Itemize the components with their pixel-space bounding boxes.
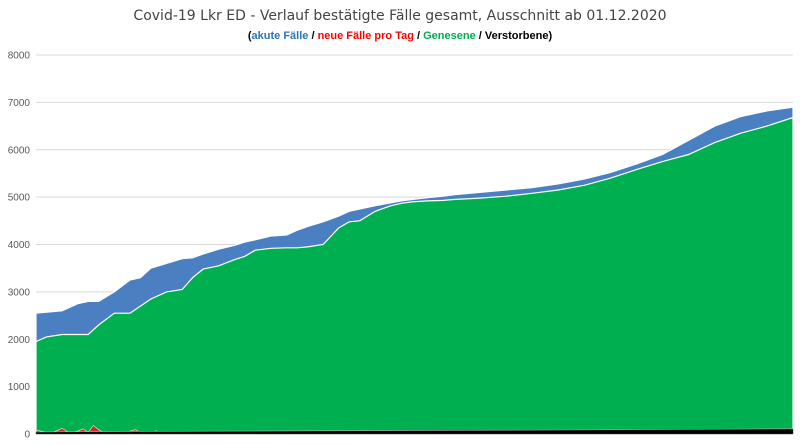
y-tick-label-7: 7000: [8, 98, 31, 109]
chart-title: Covid-19 Lkr ED - Verlauf bestätigte Fäl…: [133, 8, 666, 24]
y-tick-label-5: 5000: [8, 193, 31, 204]
legend-verstorbene: Verstorbene: [485, 30, 549, 42]
chart-legend: (akute Fälle / neue Fälle pro Tag / Gene…: [248, 30, 553, 42]
y-tick-label-0: 0: [24, 430, 30, 441]
series-genesene-area: [35, 116, 794, 435]
legend-sep-1: /: [308, 30, 317, 42]
legend-akute: akute Fälle: [252, 30, 309, 42]
legend-sep-2: /: [414, 30, 423, 42]
legend-sep-3: /: [476, 30, 485, 42]
y-tick-label-2: 2000: [8, 335, 31, 346]
y-tick-label-1: 1000: [8, 382, 31, 393]
y-tick-label-3: 3000: [8, 287, 31, 298]
y-tick-label-8: 8000: [8, 51, 31, 62]
legend-open: (: [248, 30, 252, 42]
legend-close: ): [548, 30, 552, 42]
y-tick-label-4: 4000: [8, 240, 31, 251]
series-verstorbene-line: [35, 428, 794, 433]
y-axis: 0 1000 2000 3000 4000 5000 6000 7000 8000: [8, 51, 31, 441]
legend-neue: neue Fälle pro Tag: [318, 30, 414, 42]
legend-genesene: Genesene: [423, 30, 476, 42]
y-tick-label-6: 6000: [8, 145, 31, 156]
plot-area: [35, 106, 794, 435]
